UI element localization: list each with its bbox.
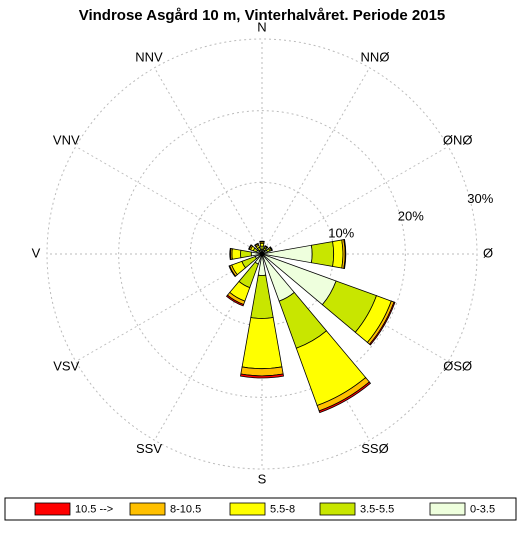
legend-label: 5.5-8	[270, 503, 295, 515]
legend-swatch	[229, 502, 266, 516]
legend-label: 8-10.5	[170, 503, 201, 515]
rose-segment	[259, 240, 265, 243]
direction-label: NNV	[135, 50, 163, 65]
rose-segment	[264, 245, 269, 248]
direction-label: VNV	[53, 132, 80, 147]
rose-segment	[228, 265, 237, 278]
direction-label: N	[257, 19, 266, 34]
r-tick-label: 20%	[398, 208, 424, 223]
rose-segment	[269, 246, 273, 251]
rose-segment	[260, 245, 264, 251]
grid-spoke	[261, 67, 370, 255]
grid-circle	[118, 110, 406, 398]
grid-spoke	[75, 146, 263, 255]
legend-label: 3.5-5.5	[360, 503, 394, 515]
grid-spoke	[154, 67, 263, 255]
rose-segment	[310, 241, 335, 267]
grid-circle	[46, 38, 478, 470]
rose-segment	[318, 381, 372, 414]
r-tick-label: 30%	[467, 191, 493, 206]
legend-swatch	[429, 502, 466, 516]
legend-swatch	[129, 502, 166, 516]
legend-box	[4, 497, 517, 521]
direction-label: S	[258, 471, 267, 486]
rose-segment	[250, 274, 274, 319]
rose-segment	[248, 244, 253, 250]
legend-label: 0-3.5	[470, 503, 495, 515]
rose-segment	[332, 239, 344, 269]
direction-label: SSØ	[361, 441, 388, 456]
rose-segment	[231, 248, 242, 260]
direction-label: V	[32, 245, 41, 260]
direction-label: ØNØ	[443, 132, 473, 147]
direction-label: SSV	[136, 441, 162, 456]
rose-segment	[241, 317, 283, 369]
chart-title: Vindrose Asgård 10 m, Vinterhalvåret. Pe…	[79, 7, 446, 24]
rose-segment	[254, 242, 259, 247]
rose-segment	[229, 247, 232, 261]
rose-segment	[369, 301, 396, 346]
rose-segment	[240, 373, 284, 379]
legend-label: 10.5 -->	[75, 503, 113, 515]
legend-swatch	[319, 502, 356, 516]
direction-label: Ø	[483, 245, 493, 260]
direction-label: NNØ	[361, 50, 390, 65]
direction-label: VSV	[53, 358, 79, 373]
r-tick-label: 10%	[328, 226, 354, 241]
rose-segment	[225, 294, 245, 307]
grid-spoke	[75, 253, 263, 362]
direction-label: ØSØ	[443, 358, 472, 373]
legend-swatch	[34, 502, 71, 516]
rose-segment	[343, 238, 347, 270]
rose-segment	[240, 249, 252, 259]
grid-spoke	[261, 146, 449, 255]
